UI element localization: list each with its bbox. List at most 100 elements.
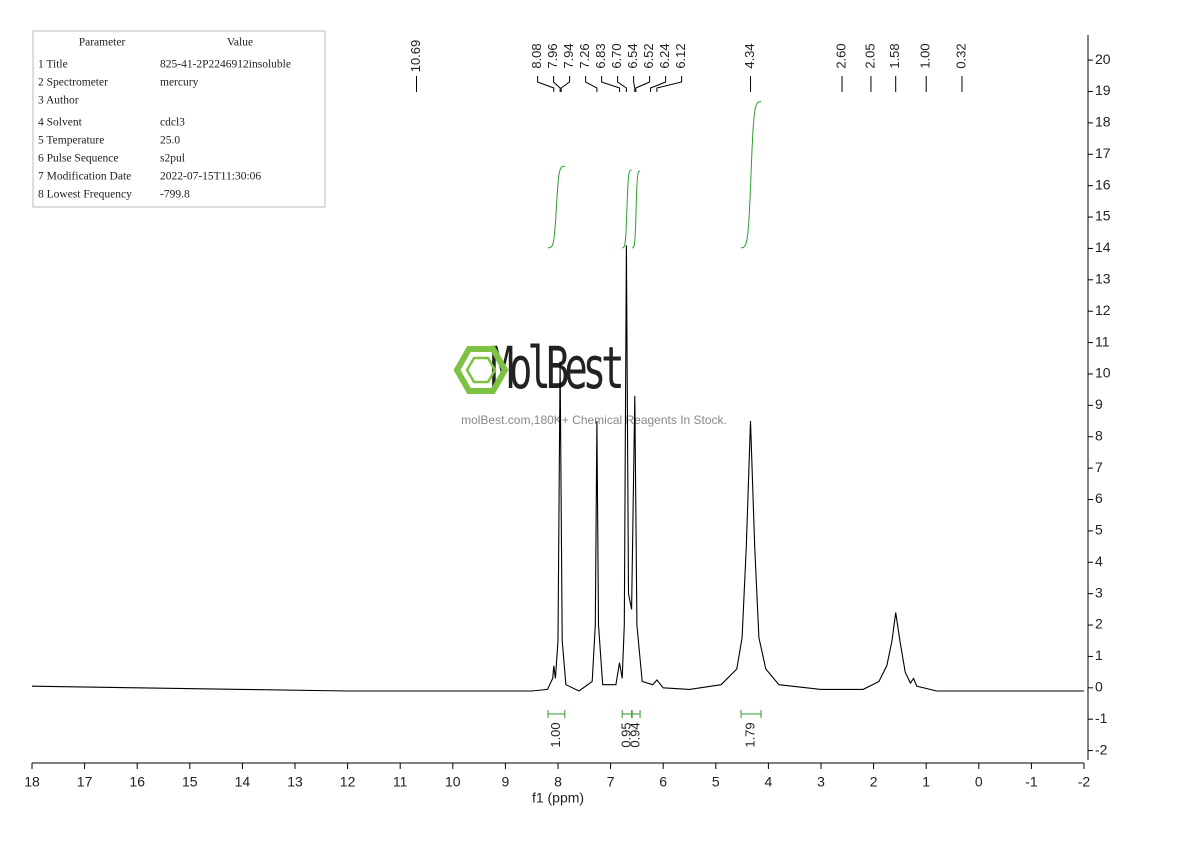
y-tick-label: 0	[1095, 679, 1103, 695]
peak-label: 7.96	[545, 43, 560, 68]
y-tick-label: 2	[1095, 616, 1103, 632]
peak-label: 6.52	[641, 43, 656, 68]
x-tick-label: 12	[340, 774, 356, 790]
table-cell: 2 Spectrometer	[38, 77, 108, 89]
integral-label: 0.95	[618, 722, 633, 747]
peak-label: 6.54	[625, 43, 640, 68]
peak-connector	[553, 76, 561, 92]
x-tick-label: 8	[554, 774, 562, 790]
x-tick-label: 9	[502, 774, 510, 790]
logo	[453, 346, 509, 394]
y-tick-label: 17	[1095, 145, 1111, 161]
integral-bracket	[621, 710, 633, 718]
peak-connector	[560, 76, 571, 92]
integral-bracket	[740, 710, 762, 718]
y-tick-label: 12	[1095, 302, 1111, 318]
y-tick-label: 16	[1095, 176, 1111, 192]
table-cell: cdcl3	[160, 117, 185, 129]
x-tick-label: 18	[24, 774, 40, 790]
peak-connector	[617, 76, 627, 92]
watermark-tagline: molBest.com,180K+ Chemical Reagents In S…	[461, 413, 727, 427]
integral-curve	[740, 100, 762, 249]
x-tick-label: 7	[607, 774, 615, 790]
y-tick-label: -1	[1095, 710, 1108, 726]
table-cell: -799.8	[160, 189, 190, 201]
x-tick-label: 4	[765, 774, 773, 790]
integral-curve	[547, 165, 565, 249]
table-cell: mercury	[160, 77, 199, 89]
table-cell: 2022-07-15T11:30:06	[160, 171, 261, 183]
y-tick-label: 4	[1095, 553, 1103, 569]
table-cell: s2pul	[160, 153, 185, 165]
table-cell: 5 Temperature	[38, 135, 104, 147]
x-tick-label: 3	[817, 774, 825, 790]
x-tick-label: 13	[287, 774, 303, 790]
x-tick-label: 2	[870, 774, 878, 790]
integral-label: 1.00	[548, 722, 563, 747]
y-tick-label: 1	[1095, 647, 1103, 663]
table-cell: 4 Solvent	[38, 117, 83, 129]
table-cell: 25.0	[160, 135, 180, 147]
y-tick-label: 20	[1095, 51, 1111, 67]
y-tick-label: 6	[1095, 490, 1103, 506]
peak-connector	[585, 76, 598, 92]
peak-label: 4.34	[742, 43, 757, 68]
peak-label: 0.32	[953, 43, 968, 68]
x-tick-label: 0	[975, 774, 983, 790]
y-tick-label: 7	[1095, 459, 1103, 475]
peak-connector	[656, 76, 683, 92]
x-tick-label: 14	[235, 774, 251, 790]
y-tick-label: -2	[1095, 741, 1108, 757]
y-tick-label: 5	[1095, 522, 1103, 538]
y-tick-label: 15	[1095, 208, 1111, 224]
y-tick-label: 14	[1095, 239, 1111, 255]
y-tick-label: 11	[1095, 333, 1110, 349]
table-cell: 825-41-2P2246912insoluble	[160, 59, 291, 71]
table-cell: 6 Pulse Sequence	[38, 153, 118, 165]
peak-connector	[601, 76, 621, 92]
peak-label: 6.70	[609, 43, 624, 68]
peak-label: 6.12	[673, 43, 688, 68]
peak-connector	[537, 76, 555, 92]
spectrum-line	[31, 245, 1084, 692]
table-cell: 8 Lowest Frequency	[38, 189, 132, 201]
y-tick-label: 19	[1095, 82, 1111, 98]
peak-connector	[635, 76, 651, 92]
peak-label: 6.83	[593, 43, 608, 68]
integral-bracket	[547, 710, 566, 718]
y-tick-label: 18	[1095, 114, 1111, 130]
table-cell: 7 Modification Date	[38, 171, 131, 183]
peak-label: 10.69	[408, 40, 423, 73]
peak-label: 2.05	[862, 43, 877, 68]
x-tick-label: 11	[393, 774, 408, 790]
x-tick-label: -1	[1025, 774, 1038, 790]
table-cell: 1 Title	[38, 59, 68, 71]
watermark-brand: MolBest	[490, 334, 620, 402]
integral-bracket	[631, 710, 641, 718]
peak-label: 7.26	[577, 43, 592, 68]
x-tick-label: 1	[922, 774, 930, 790]
parameter-table: Parameter Value 1 Title 825-41-2P2246912ins…	[32, 30, 326, 208]
y-tick-label: 10	[1095, 365, 1111, 381]
peak-label: 1.58	[887, 43, 902, 68]
table-border	[32, 30, 326, 208]
table-cell: 3 Author	[38, 95, 79, 107]
peak-label: 8.08	[529, 43, 544, 68]
x-tick-label: 6	[659, 774, 667, 790]
x-tick-label: 15	[182, 774, 198, 790]
peak-label: 7.94	[561, 43, 576, 68]
x-tick-label: 5	[712, 774, 720, 790]
y-tick-label: 13	[1095, 271, 1111, 287]
x-tick-label: 10	[445, 774, 461, 790]
x-tick-label: 16	[129, 774, 145, 790]
table-header: Parameter	[79, 37, 126, 49]
peak-label: 1.00	[918, 43, 933, 68]
integral-label: 1.79	[742, 722, 757, 747]
integral-label: 0.94	[628, 722, 643, 747]
peak-connector	[650, 76, 667, 92]
peak-connector	[633, 76, 636, 92]
y-tick-label: 9	[1095, 396, 1103, 412]
integral-curve	[622, 169, 632, 249]
